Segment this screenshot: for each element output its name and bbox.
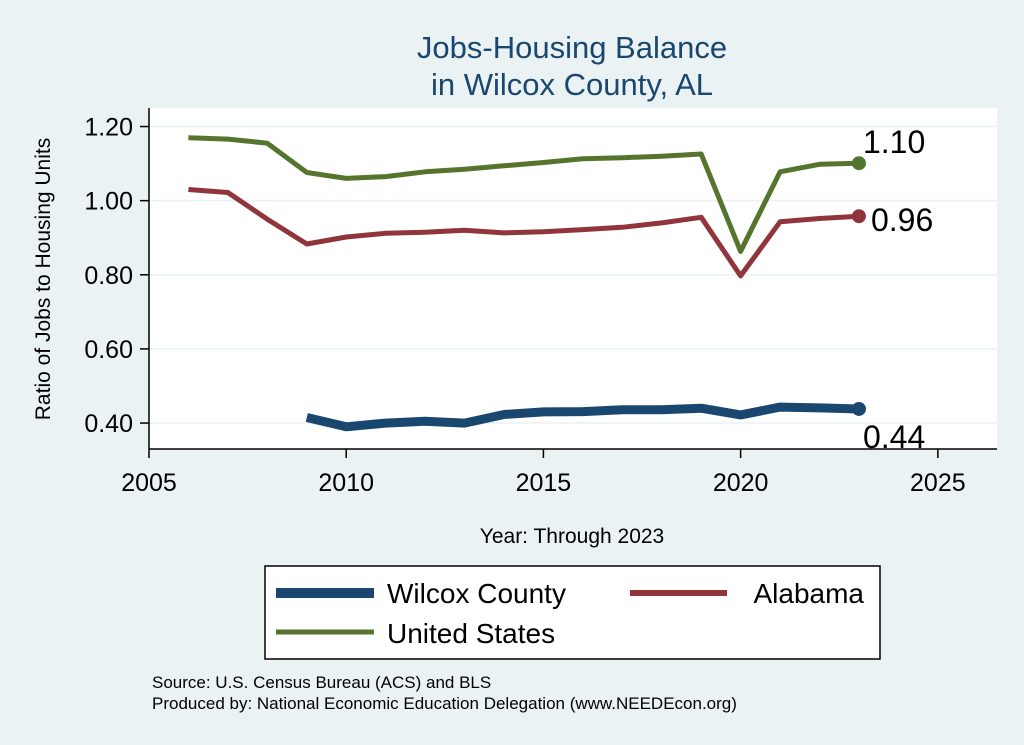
legend: Wilcox County Alabama United States — [264, 565, 881, 660]
end-label-wilcox-county: 0.44 — [863, 419, 925, 455]
axes — [148, 108, 997, 450]
x-tick-label: 2020 — [713, 469, 769, 497]
legend-label-wilcox-county: Wilcox County — [387, 578, 566, 609]
produced-by-note: Produced by: National Economic Education… — [152, 694, 737, 713]
chart-title-line-1: Jobs-Housing Balance — [417, 30, 727, 65]
end-labels: 0.44 0.96 1.10 — [851, 124, 933, 455]
y-tick-label: 0.60 — [84, 336, 133, 364]
y-tick-label: 1.00 — [84, 188, 133, 216]
end-label-united-states: 1.10 — [863, 124, 925, 160]
legend-label-united-states: United States — [387, 618, 555, 649]
series-line-united-states — [188, 135, 860, 254]
legend-label-alabama: Alabama — [753, 578, 864, 609]
end-marker-wilcox-county — [851, 401, 866, 416]
end-label-alabama: 0.96 — [871, 202, 933, 238]
series-lines — [188, 135, 860, 432]
y-axis-title: Ratio of Jobs to Housing Units — [32, 138, 55, 420]
source-note: Source: U.S. Census Bureau (ACS) and BLS — [152, 673, 491, 692]
series-line-alabama — [188, 187, 860, 279]
x-tick-label: 2005 — [121, 469, 177, 497]
legend-box — [264, 565, 881, 660]
y-tick-label: 1.20 — [84, 114, 133, 142]
gridlines — [149, 125, 997, 424]
x-axis-title: Year: Through 2023 — [480, 525, 665, 548]
end-marker-united-states — [851, 156, 866, 171]
y-tick-label: 0.80 — [84, 262, 133, 290]
y-tick-label: 0.40 — [84, 410, 133, 438]
ticks: 0.40 0.60 0.80 1.00 1.20 2005 2010 2015 2020 2025 — [84, 114, 965, 497]
x-tick-label: 2025 — [910, 469, 966, 497]
x-tick-label: 2010 — [318, 469, 374, 497]
x-tick-label: 2015 — [516, 469, 572, 497]
end-marker-alabama — [851, 209, 866, 224]
chart-title-line-2: in Wilcox County, AL — [431, 67, 713, 102]
series-line-wilcox-county — [305, 402, 860, 432]
